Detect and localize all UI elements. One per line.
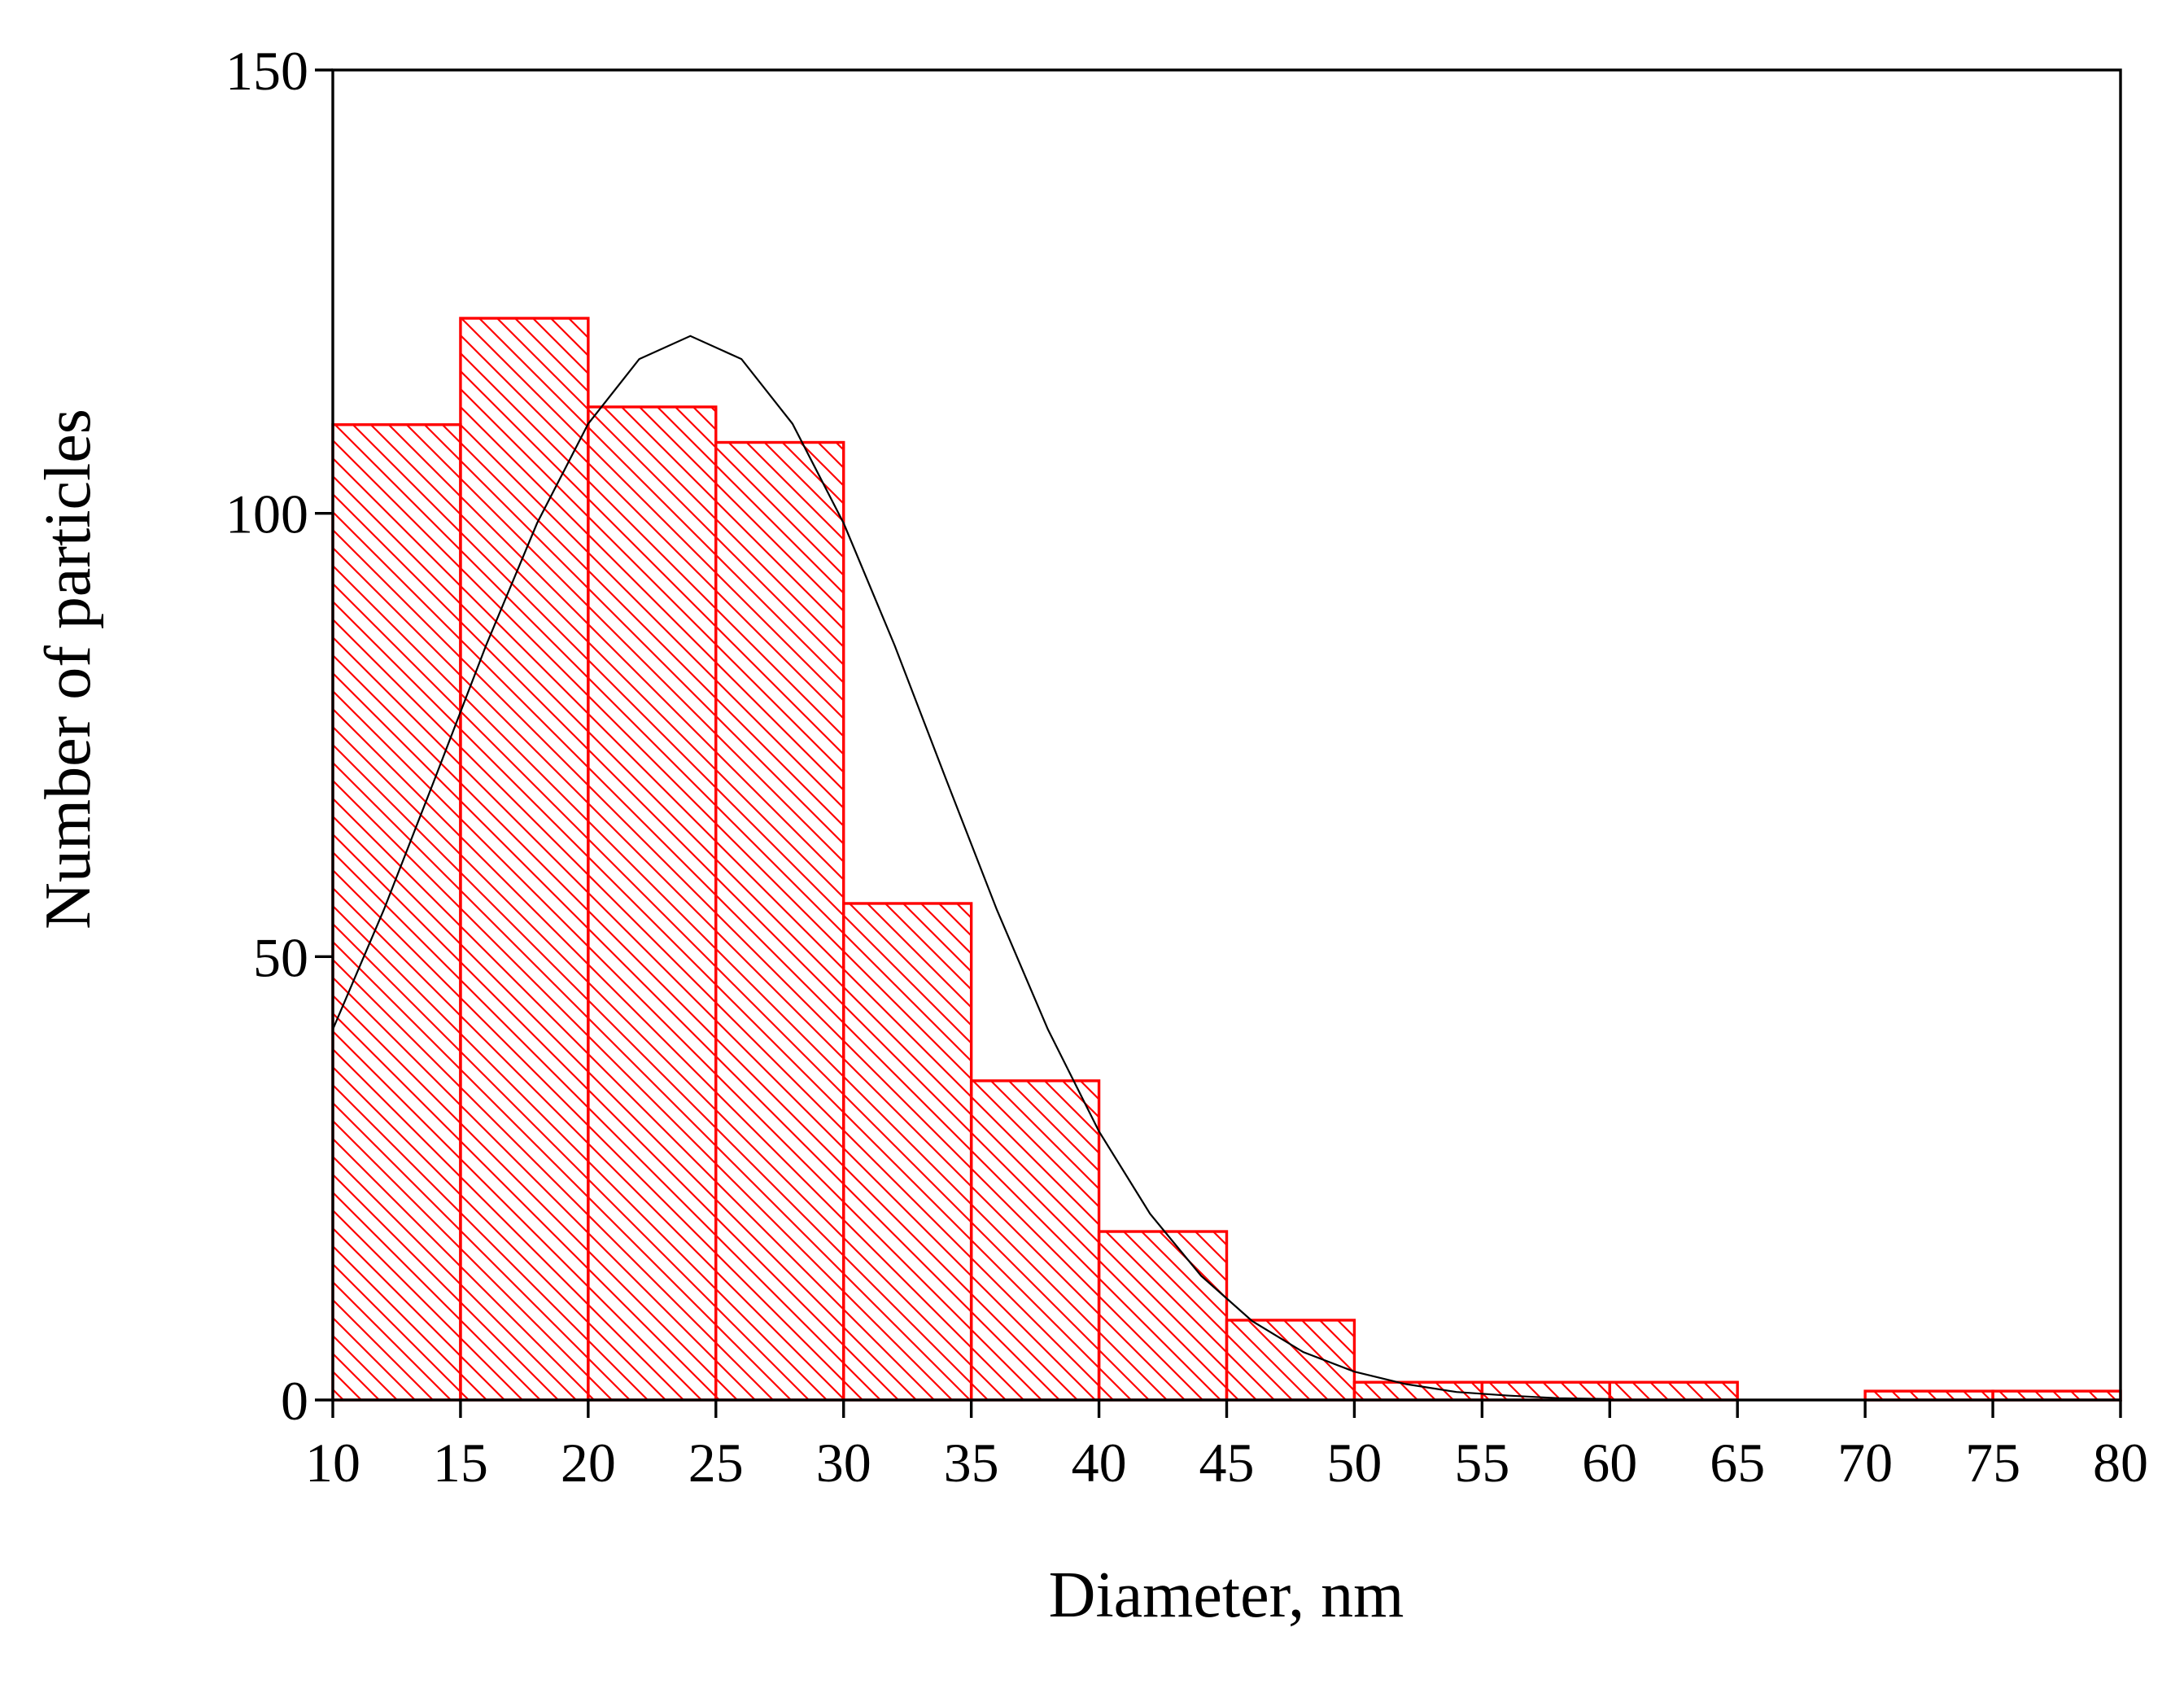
x-tick-label: 65 xyxy=(1710,1432,1765,1494)
x-tick-label: 50 xyxy=(1326,1432,1382,1494)
x-tick-label: 55 xyxy=(1454,1432,1509,1494)
histogram-bar xyxy=(714,440,845,1402)
x-tick-label: 75 xyxy=(1965,1432,2020,1494)
x-tick-label: 70 xyxy=(1837,1432,1893,1494)
x-tick-label: 10 xyxy=(305,1432,360,1494)
x-tick-label: 15 xyxy=(433,1432,488,1494)
histogram-bar xyxy=(842,902,973,1402)
x-tick-label: 25 xyxy=(688,1432,744,1494)
x-axis-title: Diameter, nm xyxy=(1049,1560,1404,1631)
x-tick-label: 60 xyxy=(1582,1432,1637,1494)
histogram-bar xyxy=(1352,1380,1484,1402)
x-tick-label: 30 xyxy=(816,1432,871,1494)
y-tick-label: 50 xyxy=(253,926,308,988)
y-axis-title: Number of particles xyxy=(33,409,104,930)
y-tick-label: 150 xyxy=(225,40,308,102)
histogram-bar xyxy=(1225,1319,1356,1402)
x-tick-label: 40 xyxy=(1072,1432,1127,1494)
y-tick-label: 100 xyxy=(225,483,308,545)
histogram-bar xyxy=(459,317,590,1402)
x-tick-label: 45 xyxy=(1199,1432,1255,1494)
histogram-bar xyxy=(1608,1380,1739,1402)
histogram-bar xyxy=(1097,1230,1229,1402)
x-tick-label: 80 xyxy=(2093,1432,2148,1494)
x-tick-label: 20 xyxy=(561,1432,616,1494)
histogram-bar xyxy=(331,423,462,1402)
fit-curve xyxy=(331,335,1610,1401)
x-tick-label: 35 xyxy=(944,1432,999,1494)
y-tick-label: 0 xyxy=(281,1370,308,1432)
histogram-bar xyxy=(969,1079,1101,1402)
histogram-bar xyxy=(587,405,718,1402)
